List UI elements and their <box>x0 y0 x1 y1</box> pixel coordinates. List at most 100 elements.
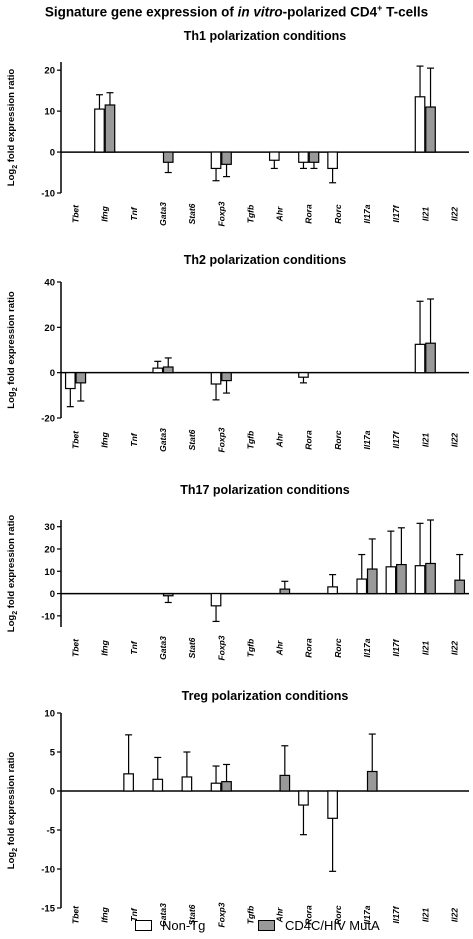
bar-cd4c-hiv-muta-gata3 <box>162 151 174 163</box>
category-label-ahr: Ahr <box>275 432 285 448</box>
category-label-il17f: Il17f <box>391 204 401 222</box>
legend: Non-Tg CD4C/HIV MutA <box>0 918 473 938</box>
bar-non-tg-tbet <box>64 372 76 390</box>
category-label-tgfb: Tgfb <box>245 639 255 657</box>
bar-non-tg-gata3 <box>152 367 164 374</box>
y-axis-label: Log2 fold expression ratio <box>6 69 19 187</box>
figure-title-part: T-cells <box>382 4 429 20</box>
figure-title: Signature gene expression of in vitro-po… <box>0 3 473 20</box>
category-label-il17a: Il17a <box>362 204 372 223</box>
y-axis-label: Log2 fold expression ratio <box>6 752 19 870</box>
category-label-tnf: Tnf <box>129 640 139 654</box>
figure-title-superscript: + <box>377 3 383 13</box>
chart-panel-1: Th1 polarization conditions -10 0 10 20 Log2 … <box>6 29 469 227</box>
chart-title: Th17 polarization conditions <box>180 483 350 497</box>
category-label-foxp3: Foxp3 <box>216 635 226 660</box>
category-label-rorc: Rorc <box>333 905 343 925</box>
category-label-tnf: Tnf <box>129 206 139 220</box>
category-label-il22: Il22 <box>449 641 459 655</box>
bar-non-tg-il21 <box>414 565 426 595</box>
category-label-il17a: Il17a <box>362 638 372 657</box>
bar-cd4c-hiv-muta-foxp3 <box>221 372 232 382</box>
chart-title: Th2 polarization conditions <box>184 253 347 267</box>
y-tick-label: 0 <box>50 368 55 379</box>
category-label-tgfb: Tgfb <box>245 205 255 223</box>
bar-cd4c-hiv-muta-il21 <box>425 106 436 153</box>
y-tick-label: 10 <box>44 107 55 118</box>
category-label-gata3: Gata3 <box>158 903 168 927</box>
category-label-foxp3: Foxp3 <box>216 427 226 452</box>
bar-non-tg-foxp3 <box>210 372 222 385</box>
category-label-gata3: Gata3 <box>158 428 168 452</box>
bar-cd4c-hiv-muta-rora <box>308 151 320 163</box>
legend-item-cd4c-hiv-muta: CD4C/HIV MutA <box>258 918 380 933</box>
category-label-ifng: Ifng <box>100 205 110 221</box>
category-label-rorc: Rorc <box>333 638 343 658</box>
bar-non-tg-foxp3 <box>210 782 222 792</box>
chart-title: Treg polarization conditions <box>182 689 349 703</box>
chart-panel-4: Treg polarization conditions -15 -10 -5 0 5 10… <box>6 689 469 928</box>
category-label-ifng: Ifng <box>100 906 110 922</box>
category-label-tnf: Tnf <box>129 907 139 921</box>
bar-cd4c-hiv-muta-foxp3 <box>221 151 232 165</box>
bar-non-tg-rora <box>298 151 309 163</box>
category-label-rora: Rora <box>304 204 314 224</box>
category-label-rora: Rora <box>304 905 314 925</box>
y-tick-label: 10 <box>44 709 55 720</box>
y-tick-label: 20 <box>44 544 55 555</box>
category-label-rorc: Rorc <box>333 204 343 224</box>
y-tick-label: -20 <box>41 414 55 425</box>
legend-swatch-non-tg <box>135 920 152 931</box>
y-tick-label: 0 <box>50 589 55 600</box>
bar-non-tg-rora <box>298 372 309 378</box>
category-label-stat6: Stat6 <box>187 637 197 658</box>
y-tick-label: 5 <box>50 748 56 759</box>
category-label-il22: Il22 <box>449 433 459 447</box>
bar-non-tg-foxp3 <box>210 151 222 170</box>
category-label-ahr: Ahr <box>275 206 285 222</box>
bar-non-tg-rorc <box>327 586 338 595</box>
y-tick-label: -5 <box>47 826 56 837</box>
figure-title-part: Signature gene expression of <box>44 4 238 20</box>
y-tick-label: -10 <box>41 865 55 876</box>
y-tick-label: -15 <box>41 904 55 915</box>
category-label-il21: Il21 <box>420 207 430 221</box>
bar-non-tg-rora <box>298 790 309 806</box>
bar-cd4c-hiv-muta-foxp3 <box>221 781 232 792</box>
bar-cd4c-hiv-muta-gata3 <box>162 366 174 374</box>
legend-item-non-tg: Non-Tg <box>135 918 205 933</box>
bar-cd4c-hiv-muta-il22 <box>454 579 466 595</box>
category-label-ifng: Ifng <box>100 639 110 655</box>
bar-non-tg-il21 <box>414 96 426 153</box>
bar-non-tg-foxp3 <box>210 592 222 607</box>
bar-non-tg-rorc <box>327 790 338 819</box>
chart-panel-2: Th2 polarization conditions -20 0 20 40 Log2 … <box>6 253 469 453</box>
chart-panel-3: Th17 polarization conditions -10 0 10 20 30 Lo… <box>6 483 469 661</box>
category-label-il22: Il22 <box>449 207 459 221</box>
category-label-il21: Il21 <box>420 433 430 447</box>
y-tick-label: 40 <box>44 278 55 289</box>
category-label-il17f: Il17f <box>391 638 401 656</box>
bar-cd4c-hiv-muta-ifng <box>104 104 116 153</box>
bar-non-tg-stat6 <box>181 776 193 792</box>
y-tick-label: 0 <box>50 148 55 159</box>
bar-cd4c-hiv-muta-il17f <box>396 563 407 595</box>
bar-cd4c-hiv-muta-il21 <box>425 342 436 374</box>
category-label-il17a: Il17a <box>362 430 372 449</box>
category-label-stat6: Stat6 <box>187 203 197 224</box>
category-label-stat6: Stat6 <box>187 904 197 925</box>
bar-cd4c-hiv-muta-tbet <box>75 372 87 384</box>
category-label-stat6: Stat6 <box>187 429 197 450</box>
category-label-il21: Il21 <box>420 641 430 655</box>
legend-swatch-cd4c-hiv-muta <box>258 920 275 931</box>
figure-title-italic: in vitro <box>237 4 283 20</box>
category-label-rora: Rora <box>304 638 314 658</box>
figure-title-part: -polarized CD4 <box>282 4 378 20</box>
category-label-il22: Il22 <box>449 908 459 922</box>
category-label-il17a: Il17a <box>362 905 372 924</box>
y-axis-label: Log2 fold expression ratio <box>6 515 19 633</box>
bar-cd4c-hiv-muta-il17a <box>366 770 378 792</box>
category-label-foxp3: Foxp3 <box>216 902 226 927</box>
category-label-il21: Il21 <box>420 908 430 922</box>
